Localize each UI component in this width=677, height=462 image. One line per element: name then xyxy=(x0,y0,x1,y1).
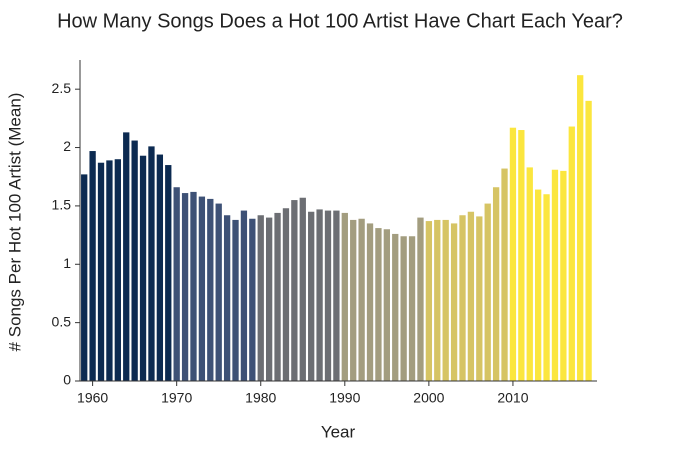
bar xyxy=(383,229,390,381)
y-axis-label: # Songs Per Hot 100 Artist (Mean) xyxy=(5,93,24,352)
bar xyxy=(207,198,214,381)
bar xyxy=(232,219,239,381)
bar xyxy=(139,155,147,381)
bar xyxy=(518,130,525,381)
bar xyxy=(97,162,105,381)
x-tick-label: 1980 xyxy=(245,390,276,406)
y-tick-label: 1.5 xyxy=(52,197,72,213)
x-tick-label: 1990 xyxy=(329,390,360,406)
bar xyxy=(240,210,248,381)
y-tick-label: 0 xyxy=(63,372,71,388)
bar xyxy=(249,218,256,381)
bar xyxy=(526,167,533,381)
bar xyxy=(560,170,567,381)
bar xyxy=(291,200,298,381)
bar xyxy=(425,221,433,381)
bar xyxy=(282,208,290,381)
bar xyxy=(316,209,323,381)
bar xyxy=(114,159,121,381)
bar xyxy=(181,193,189,381)
bar xyxy=(106,160,113,381)
bar xyxy=(190,191,197,381)
bar xyxy=(408,236,416,381)
bar xyxy=(257,215,264,381)
bar xyxy=(156,154,164,381)
bar xyxy=(265,217,273,381)
bar xyxy=(585,100,592,381)
bar xyxy=(358,218,365,381)
x-tick-label: 2010 xyxy=(497,390,528,406)
y-tick-label: 2 xyxy=(63,138,71,154)
x-axis-label: Year xyxy=(321,422,356,441)
bar xyxy=(215,203,222,381)
bar xyxy=(476,216,483,381)
bar xyxy=(274,212,281,381)
bar xyxy=(324,210,332,381)
bar xyxy=(308,211,315,381)
bar xyxy=(366,223,374,381)
bar xyxy=(450,223,458,381)
bar xyxy=(535,189,542,381)
bar xyxy=(459,215,466,381)
bar xyxy=(392,233,399,381)
x-tick-label: 1970 xyxy=(161,390,192,406)
bar xyxy=(223,215,231,381)
bar xyxy=(400,236,407,381)
bar xyxy=(442,219,449,381)
bar xyxy=(417,217,424,381)
bar xyxy=(434,219,441,381)
bar xyxy=(484,203,491,381)
y-tick-label: 1 xyxy=(63,255,71,271)
bar xyxy=(551,169,559,381)
bar xyxy=(198,196,206,381)
bar xyxy=(131,140,138,381)
bar xyxy=(577,75,584,381)
bar xyxy=(509,127,517,382)
chart-title: How Many Songs Does a Hot 100 Artist Hav… xyxy=(57,10,623,32)
bar xyxy=(501,168,508,381)
bar xyxy=(89,151,96,381)
x-tick-label: 2000 xyxy=(413,390,444,406)
x-tick-label: 1960 xyxy=(77,390,108,406)
bar xyxy=(81,174,88,381)
bar xyxy=(165,165,172,381)
bar xyxy=(467,211,475,381)
bar xyxy=(148,146,155,381)
bar xyxy=(375,228,382,381)
bar xyxy=(341,212,348,381)
bar xyxy=(350,219,357,381)
y-tick-label: 2.5 xyxy=(52,80,72,96)
bar xyxy=(543,194,550,381)
bar xyxy=(568,126,575,381)
bar xyxy=(333,210,340,381)
bar xyxy=(173,187,180,381)
y-tick-label: 0.5 xyxy=(52,313,72,329)
bar xyxy=(299,197,306,381)
bar xyxy=(123,132,130,381)
bar xyxy=(492,187,500,381)
